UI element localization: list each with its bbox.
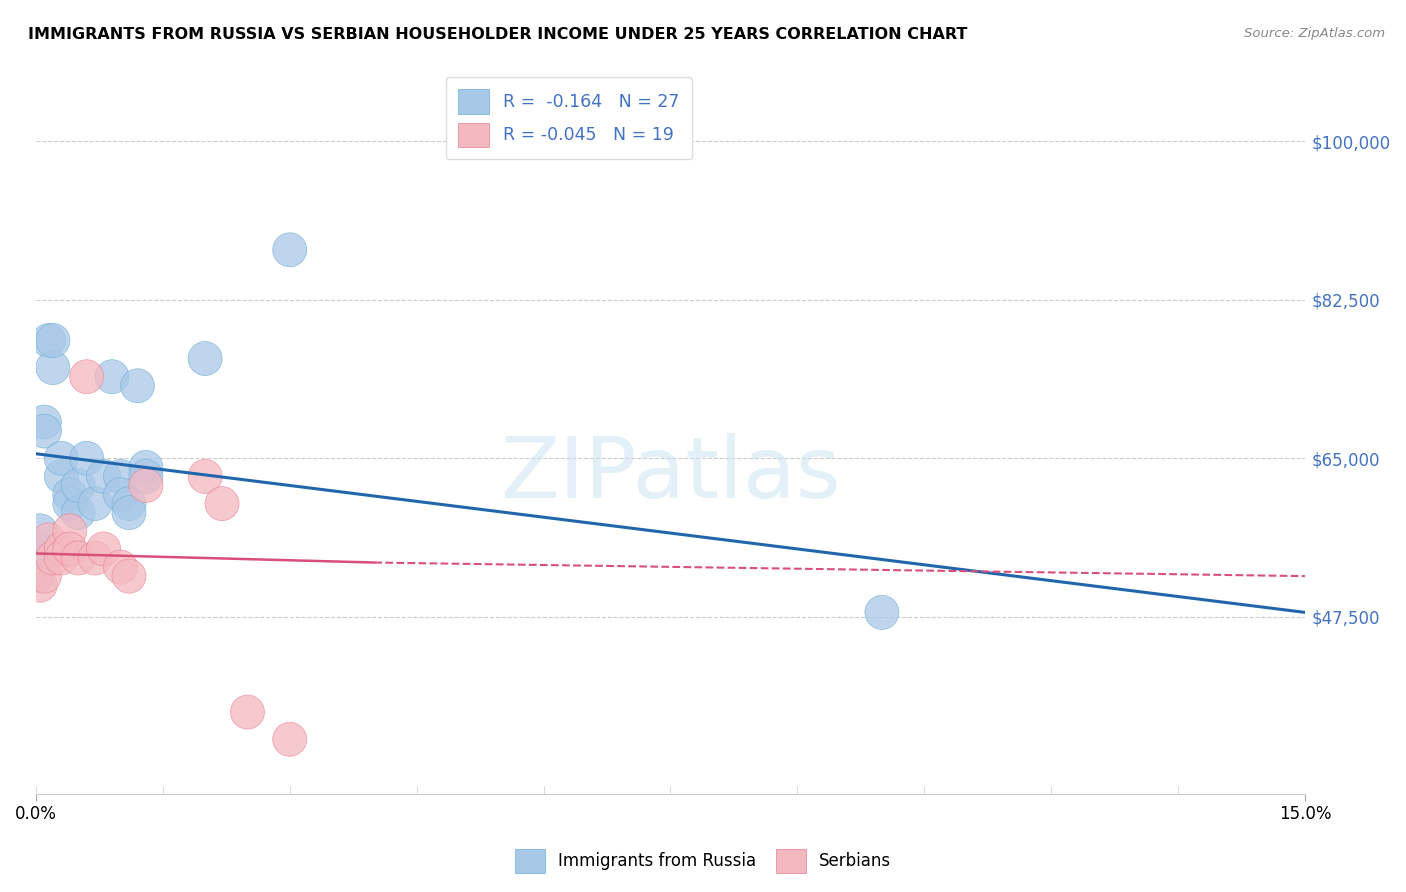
Point	[93, 541, 115, 556]
Point	[110, 469, 132, 483]
Point	[30, 541, 52, 556]
Point	[135, 469, 157, 483]
Point	[59, 487, 82, 501]
Legend: R =  -0.164   N = 27, R = -0.045   N = 19: R = -0.164 N = 27, R = -0.045 N = 19	[446, 78, 692, 160]
Point	[42, 551, 65, 566]
Point	[211, 497, 233, 511]
Point	[67, 506, 90, 520]
Point	[30, 524, 52, 538]
Point	[84, 497, 107, 511]
Point	[118, 506, 141, 520]
Point	[135, 478, 157, 492]
Point	[118, 569, 141, 583]
Point	[278, 732, 301, 747]
Point	[27, 569, 49, 583]
Point	[34, 424, 56, 438]
Legend: Immigrants from Russia, Serbians: Immigrants from Russia, Serbians	[508, 842, 898, 880]
Point	[42, 334, 65, 348]
Point	[34, 415, 56, 429]
Point	[59, 541, 82, 556]
Point	[110, 487, 132, 501]
Point	[42, 360, 65, 375]
Point	[84, 551, 107, 566]
Point	[51, 541, 73, 556]
Point	[51, 451, 73, 466]
Point	[278, 243, 301, 257]
Point	[194, 351, 217, 366]
Point	[870, 606, 893, 620]
Point	[127, 378, 149, 392]
Point	[38, 334, 60, 348]
Point	[51, 469, 73, 483]
Point	[51, 551, 73, 566]
Point	[67, 551, 90, 566]
Point	[110, 560, 132, 574]
Point	[118, 497, 141, 511]
Point	[76, 451, 98, 466]
Point	[34, 569, 56, 583]
Point	[67, 478, 90, 492]
Point	[59, 497, 82, 511]
Point	[38, 533, 60, 547]
Text: ZIPatlas: ZIPatlas	[501, 434, 841, 516]
Point	[93, 469, 115, 483]
Point	[236, 705, 259, 719]
Point	[101, 369, 124, 384]
Point	[30, 578, 52, 592]
Point	[76, 369, 98, 384]
Text: Source: ZipAtlas.com: Source: ZipAtlas.com	[1244, 27, 1385, 40]
Point	[135, 460, 157, 475]
Text: IMMIGRANTS FROM RUSSIA VS SERBIAN HOUSEHOLDER INCOME UNDER 25 YEARS CORRELATION : IMMIGRANTS FROM RUSSIA VS SERBIAN HOUSEH…	[28, 27, 967, 42]
Point	[194, 469, 217, 483]
Point	[59, 524, 82, 538]
